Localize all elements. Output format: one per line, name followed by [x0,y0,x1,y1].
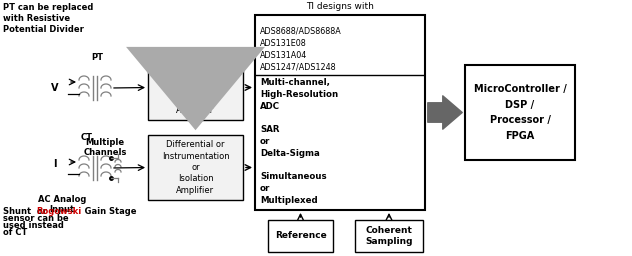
Text: CT: CT [81,133,93,142]
Bar [268,220,333,252]
Bar [255,15,425,210]
Text: MicroController /
DSP /
Processor /
FPGA: MicroController / DSP / Processor / FPGA [473,84,566,141]
Text: Gain Stage: Gain Stage [76,207,137,216]
Text: Differential or
Instrumentation
or
Isolation
Amplifier: Differential or Instrumentation or Isola… [162,60,229,115]
Text: TI designs with: TI designs with [306,2,374,11]
Text: Shunt  or: Shunt or [3,207,50,216]
Text: PT: PT [91,53,103,62]
Text: Multiple
Channels: Multiple Channels [83,138,126,157]
Bar [148,55,243,120]
Text: Differential or
Instrumentation
or
Isolation
Amplifier: Differential or Instrumentation or Isola… [162,140,229,195]
Bar [355,220,423,252]
Text: Reference: Reference [275,231,326,240]
Text: Coherent
Sampling: Coherent Sampling [365,226,413,246]
Text: Multi-channel,
High-Resolution
ADC

SAR
or
Delta-Sigma

Simultaneous
or
Multiple: Multi-channel, High-Resolution ADC SAR o… [260,78,338,205]
Text: AC Analog
Input: AC Analog Input [38,195,86,215]
Text: I: I [53,159,57,169]
Text: used instead: used instead [3,221,64,230]
Text: PT can be replaced
with Resistive
Potential Divider: PT can be replaced with Resistive Potent… [3,3,94,34]
Text: of CT: of CT [3,228,27,237]
Text: Rogowski: Rogowski [36,207,82,216]
FancyArrowPatch shape [428,96,462,129]
Bar [148,135,243,200]
Text: sensor can be: sensor can be [3,214,69,223]
Bar [465,65,575,160]
Text: ADS8688/ADS8688A
ADS131E08
ADS131A04
ADS1247/ADS1248: ADS8688/ADS8688A ADS131E08 ADS131A04 ADS… [260,27,342,72]
Text: V: V [51,83,59,93]
